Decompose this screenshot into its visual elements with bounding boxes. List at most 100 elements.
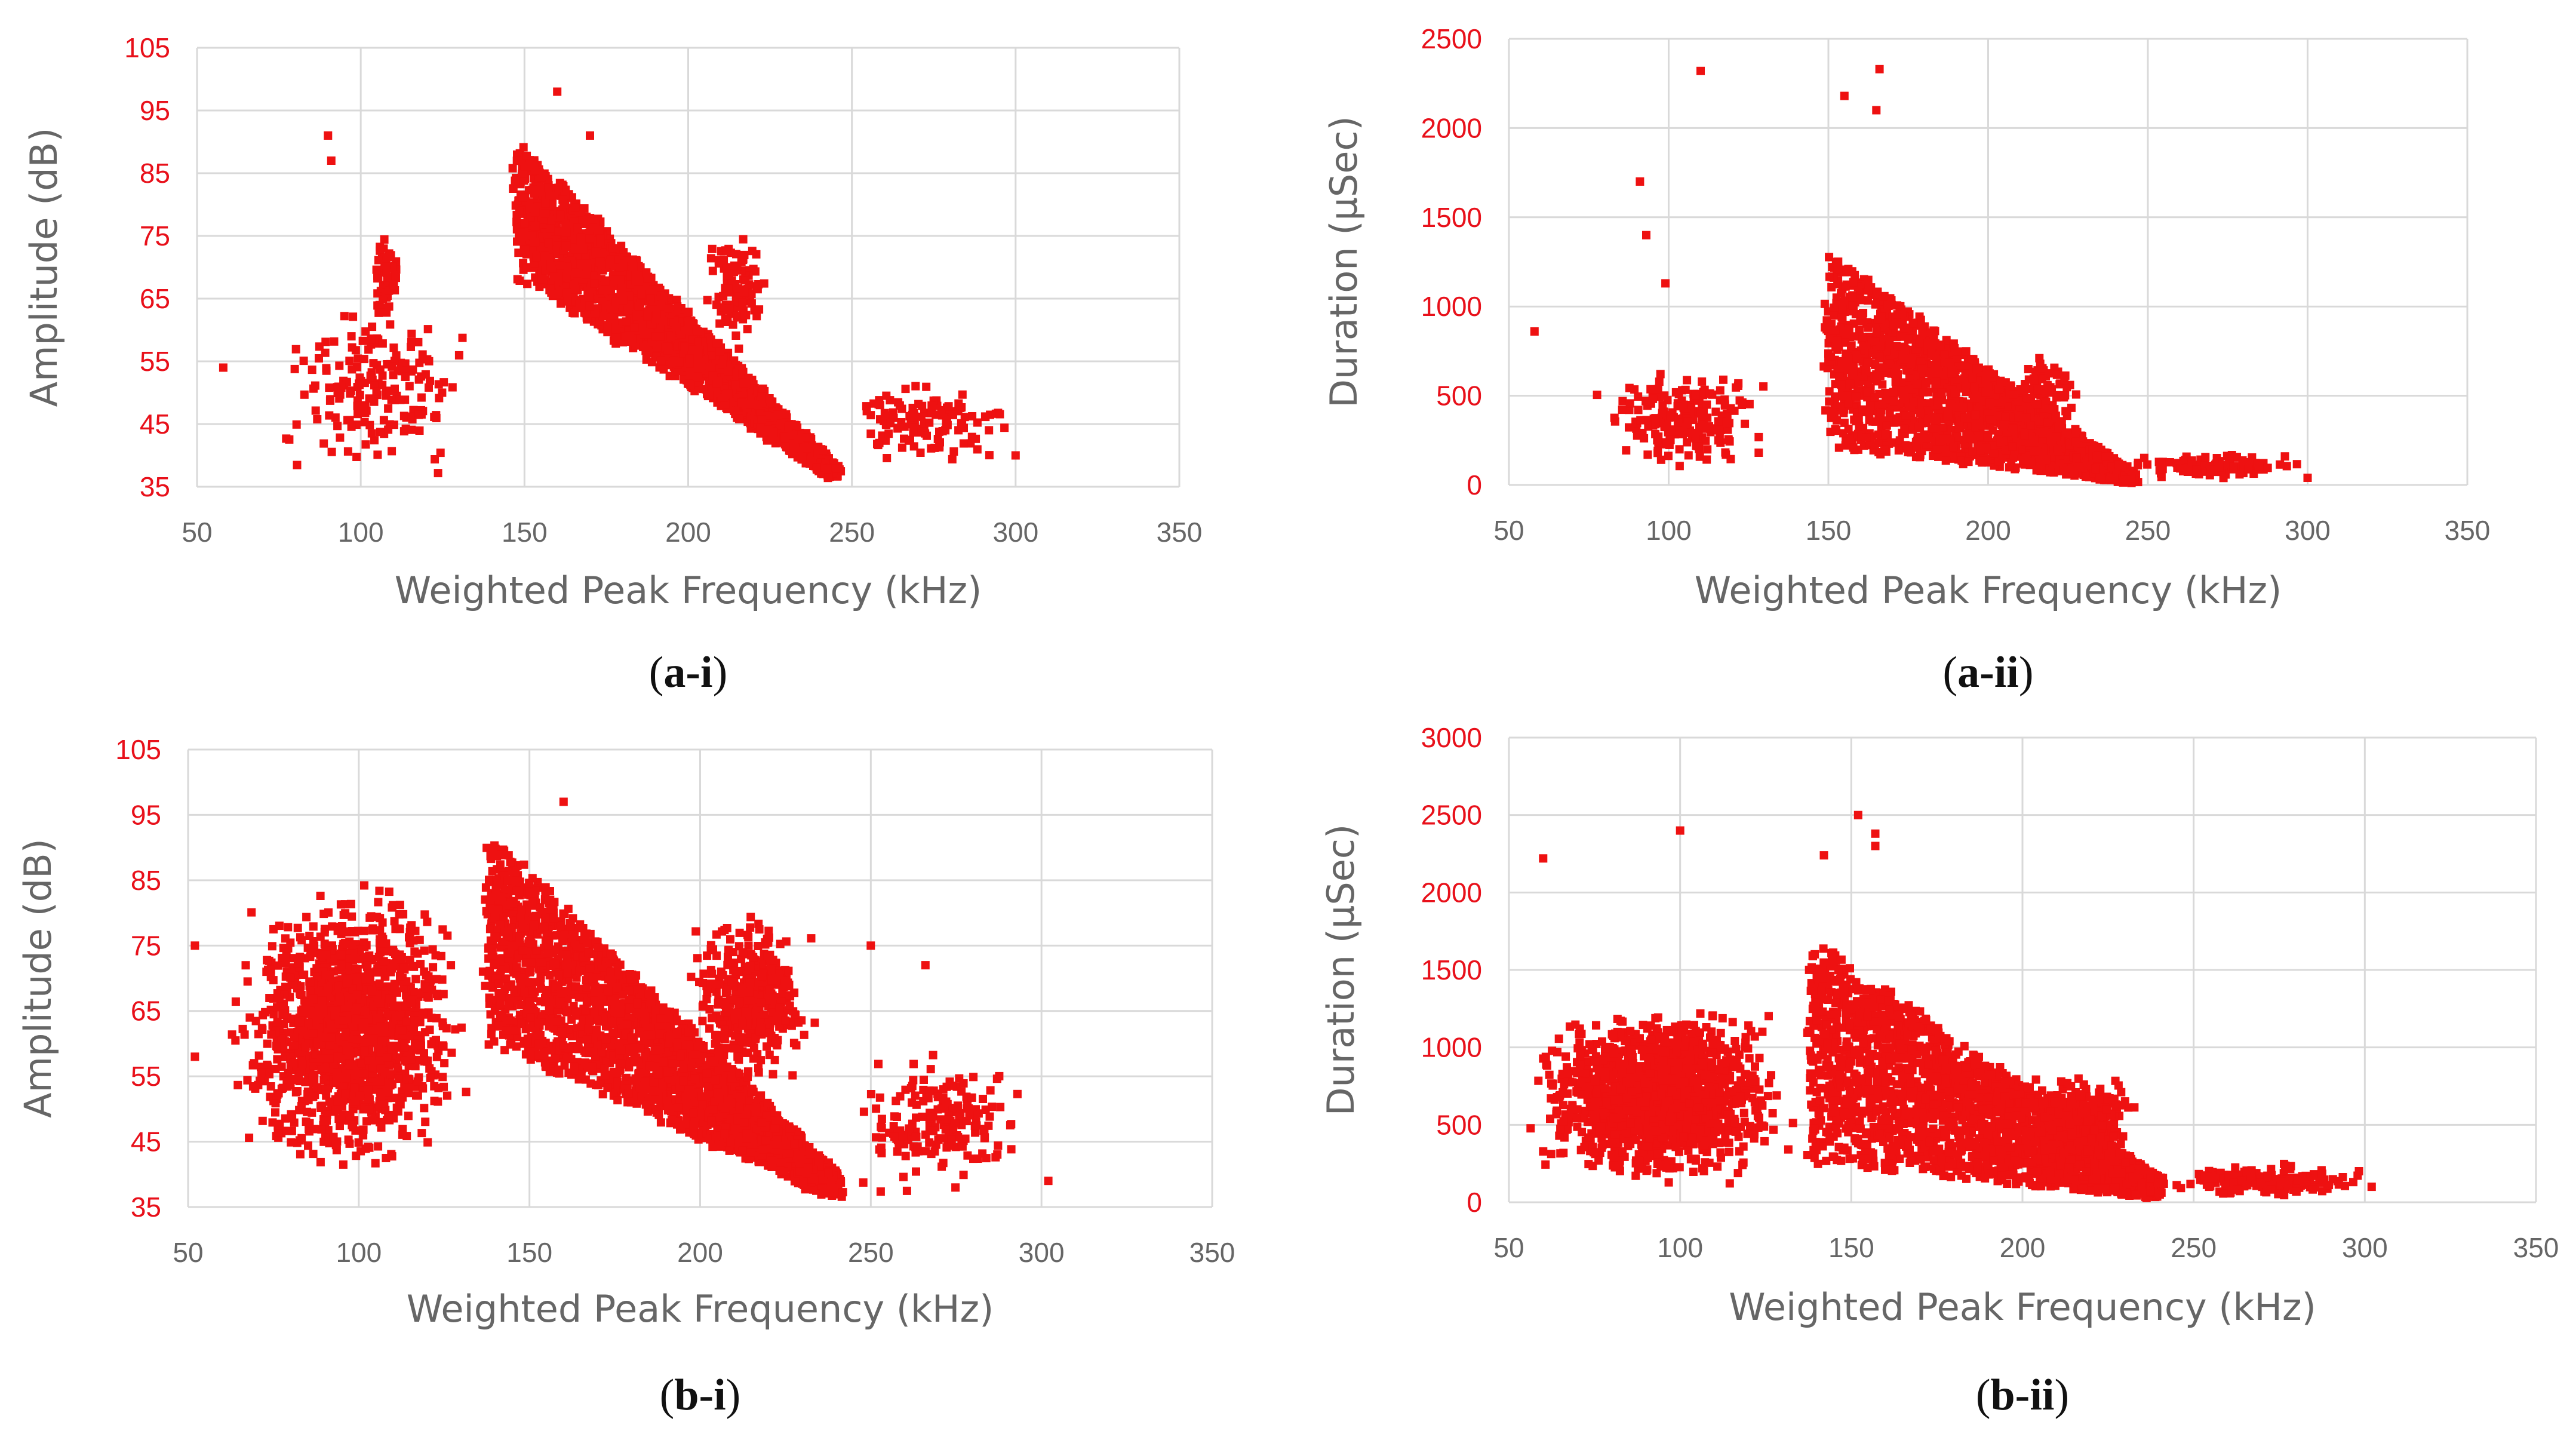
data-point (1840, 268, 1849, 277)
data-point (631, 269, 640, 278)
data-point (2030, 447, 2039, 456)
data-point (909, 428, 918, 437)
data-point (394, 366, 402, 375)
data-point (1834, 443, 1843, 452)
data-point (1864, 296, 1873, 305)
y-tick-label: 85 (140, 158, 170, 189)
data-point (874, 400, 883, 409)
x-tick-label: 250 (829, 517, 875, 548)
y-tick-label: 35 (140, 471, 170, 502)
data-point (957, 419, 966, 428)
data-point (514, 248, 523, 257)
data-point (355, 379, 363, 388)
data-point (862, 407, 871, 416)
data-point (434, 380, 443, 389)
data-point (1849, 443, 1858, 452)
data-point (385, 386, 394, 395)
data-point (1947, 401, 1956, 410)
data-point (359, 355, 368, 364)
data-point (666, 332, 675, 341)
data-point (1827, 352, 1836, 361)
y-tick-label: 45 (140, 409, 170, 440)
data-point (521, 162, 529, 171)
data-point (401, 366, 410, 375)
data-point (654, 323, 663, 331)
data-point (1871, 300, 1880, 309)
data-point (292, 420, 301, 429)
data-point (285, 435, 294, 444)
data-point (369, 359, 378, 368)
data-point (917, 412, 926, 421)
data-point (2061, 428, 2070, 437)
data-point (1870, 393, 1879, 402)
data-point (432, 414, 441, 422)
data-point (2094, 443, 2102, 452)
data-point (1634, 392, 1643, 401)
data-point (1922, 339, 1931, 348)
data-point (883, 454, 892, 462)
data-point (1950, 343, 1959, 352)
data-point (831, 464, 840, 473)
data-point (2027, 457, 2036, 466)
data-point (1891, 377, 1900, 386)
data-point (685, 354, 694, 363)
data-point (1873, 288, 1882, 297)
data-point (537, 188, 546, 196)
data-point (749, 265, 758, 274)
data-point (540, 172, 549, 180)
data-point (596, 238, 605, 246)
data-point (894, 398, 903, 407)
data-point (589, 223, 597, 232)
data-point (518, 193, 527, 202)
data-point (544, 238, 553, 247)
data-point (968, 412, 977, 420)
data-point (622, 317, 631, 326)
data-point (585, 234, 594, 243)
data-point (561, 241, 570, 250)
data-point (723, 306, 731, 315)
data-point (579, 245, 588, 254)
data-point (531, 166, 539, 175)
data-point (1825, 272, 1834, 281)
data-point (792, 421, 801, 429)
data-point (531, 238, 540, 247)
data-point (585, 302, 594, 311)
data-point (1898, 317, 1907, 325)
data-point (1994, 457, 2003, 466)
data-point (740, 288, 749, 297)
data-point (325, 396, 334, 405)
data-point (1988, 426, 1997, 435)
data-point (906, 435, 914, 444)
data-point (519, 176, 528, 185)
data-point (949, 447, 958, 456)
data-point (619, 296, 628, 305)
data-point (2046, 468, 2055, 477)
data-point (361, 327, 370, 336)
data-point (693, 364, 702, 373)
data-point (1931, 339, 1939, 348)
data-point (334, 382, 343, 391)
data-point (1839, 409, 1848, 417)
data-point (519, 169, 528, 178)
data-point (336, 390, 345, 399)
data-point (538, 259, 547, 268)
data-point (407, 425, 416, 434)
data-point (549, 290, 558, 299)
data-point (1994, 385, 2003, 394)
data-point (1849, 278, 1858, 287)
data-point (1916, 315, 1925, 324)
data-point (1904, 366, 1913, 375)
data-point (1970, 384, 1979, 392)
data-point (343, 416, 352, 425)
data-point (1957, 456, 1966, 465)
data-point (803, 433, 811, 442)
data-point (582, 217, 591, 226)
data-point (1837, 357, 1846, 366)
data-point (520, 219, 529, 228)
x-tick-label: 50 (182, 517, 212, 548)
data-point (389, 281, 398, 290)
data-point (705, 391, 714, 400)
data-point (330, 337, 339, 346)
data-point (1703, 445, 1712, 454)
data-point (672, 296, 681, 305)
